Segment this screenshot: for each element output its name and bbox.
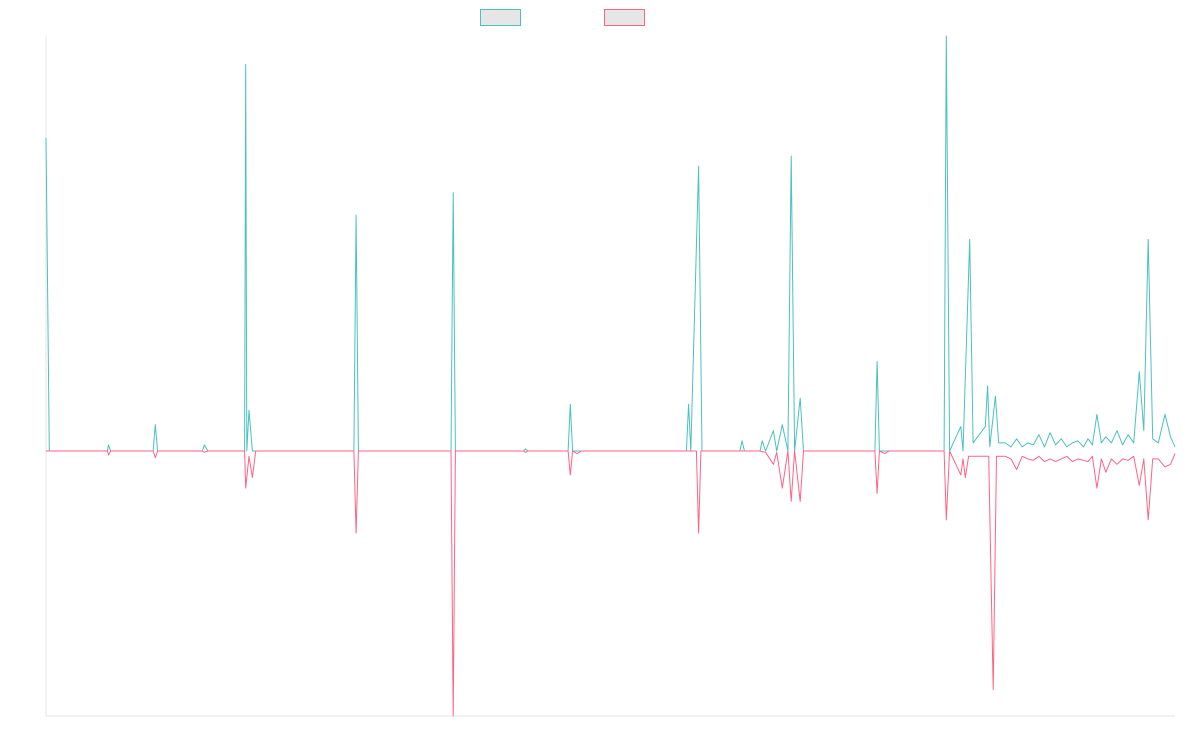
- legend-swatch-1[interactable]: [480, 9, 521, 26]
- series-line-2: [46, 450, 1176, 717]
- series-group: [45, 35, 1176, 717]
- axes: [45, 36, 1175, 717]
- legend: [480, 9, 645, 26]
- legend-swatch-2[interactable]: [604, 9, 645, 26]
- series-line-1: [45, 35, 1176, 452]
